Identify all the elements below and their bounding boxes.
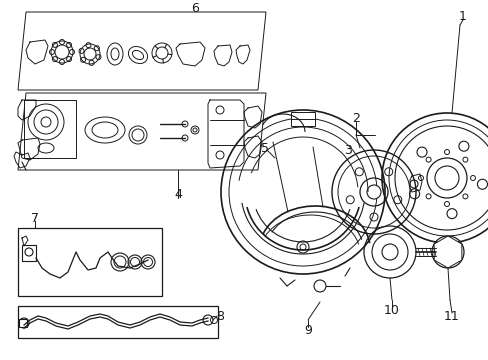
Bar [24,100,76,158]
Text: 10: 10 [383,305,399,318]
Bar [18,306,218,338]
Polygon shape [433,236,461,268]
Text: 5: 5 [261,141,268,154]
Text: 11: 11 [443,310,459,324]
Polygon shape [18,93,265,170]
Text: 9: 9 [304,324,311,338]
Text: 3: 3 [344,144,351,157]
Text: 1: 1 [458,10,466,23]
Bar [18,228,162,296]
Polygon shape [18,12,265,90]
Text: 8: 8 [216,310,224,323]
Text: 6: 6 [191,3,199,15]
Bar [290,112,314,126]
Bar [22,245,36,261]
Text: 4: 4 [174,189,182,202]
Bar [19,319,27,327]
Text: 7: 7 [31,211,39,225]
Text: 2: 2 [351,112,359,125]
